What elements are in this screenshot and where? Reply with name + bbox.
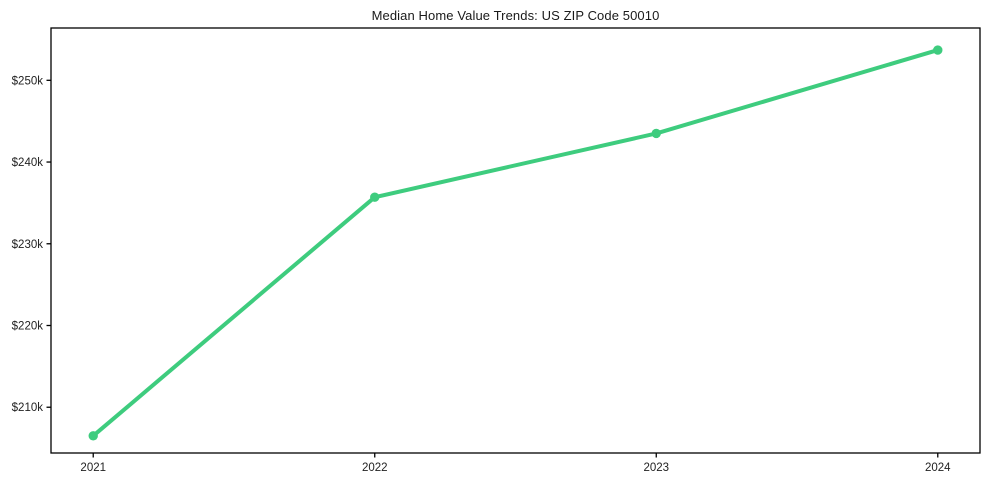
y-tick-label: $250k	[12, 75, 44, 87]
y-tick-label: $240k	[12, 157, 44, 169]
y-tick-label: $220k	[12, 321, 44, 333]
data-point-marker	[88, 431, 98, 441]
x-tick-label: 2022	[362, 462, 388, 474]
x-tick-label: 2023	[643, 462, 669, 474]
data-point-marker	[651, 128, 661, 139]
data-point-marker	[370, 192, 380, 202]
y-tick-label: $210k	[12, 402, 44, 414]
y-tick-label: $230k	[12, 239, 44, 251]
x-tick-label: 2021	[80, 462, 106, 474]
chart-title: Median Home Value Trends: US ZIP Code 50…	[371, 8, 660, 23]
x-tick-label: 2024	[925, 462, 951, 474]
plot-border	[50, 27, 981, 454]
data-point-marker	[933, 45, 943, 55]
trend-line	[91, 48, 940, 438]
